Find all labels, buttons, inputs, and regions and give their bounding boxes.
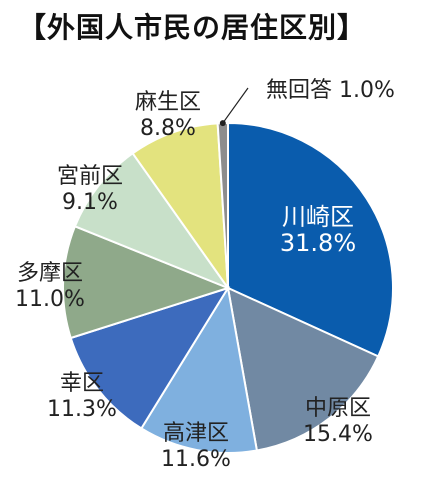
pie-slice-5 bbox=[73, 151, 231, 291]
slice-label-2: 高津区 11.6% bbox=[161, 421, 231, 472]
slice-label-5: 宮前区 9.1% bbox=[57, 164, 123, 215]
pie-slice-6 bbox=[131, 122, 230, 292]
slice-label-0: 川崎区 31.8% bbox=[280, 203, 356, 257]
slice-label-3: 幸区 11.3% bbox=[47, 371, 117, 422]
pie-slice-1 bbox=[226, 286, 380, 452]
slice-label-6: 麻生区 8.8% bbox=[135, 90, 201, 141]
pie-slice-0 bbox=[227, 121, 394, 358]
pie-slice-4 bbox=[62, 224, 231, 340]
slice-label-7: 無回答 1.0% bbox=[266, 78, 395, 103]
leader-line bbox=[222, 87, 249, 124]
chart-title: 【外国人市民の居住区別】 bbox=[18, 11, 367, 44]
pie-slice-3 bbox=[69, 286, 231, 430]
slice-label-1: 中原区 15.4% bbox=[303, 396, 373, 447]
slice-label-4: 多摩区 11.0% bbox=[15, 261, 85, 312]
pie-slice-2 bbox=[139, 285, 259, 454]
